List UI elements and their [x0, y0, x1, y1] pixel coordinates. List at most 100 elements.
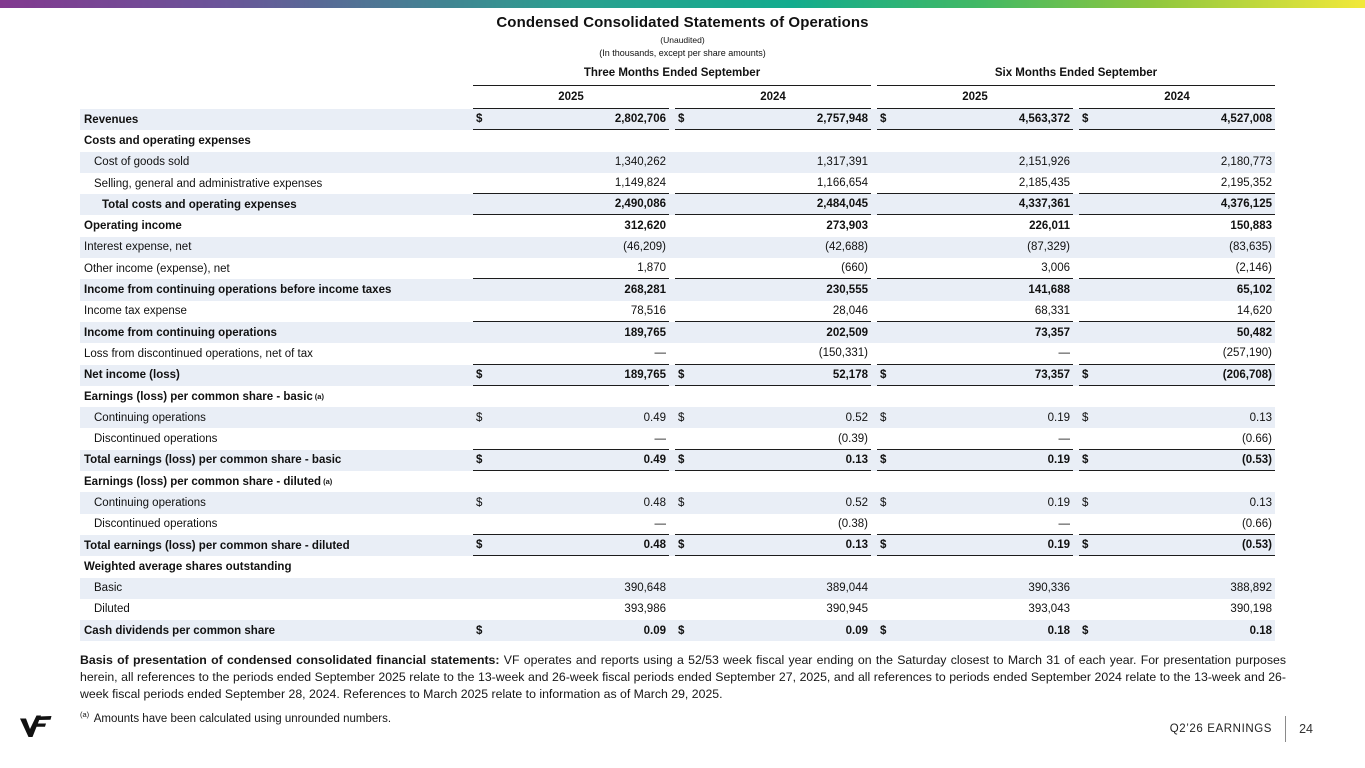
- row-label-text: Revenues: [84, 113, 139, 126]
- row-label-text: Cash dividends per common share: [84, 624, 276, 637]
- row-label: Cost of goods sold: [80, 152, 467, 173]
- value-cell: 28,046: [675, 301, 871, 322]
- value-cell: $0.18: [877, 620, 1073, 641]
- value-cell: [675, 386, 871, 407]
- value-cell: [877, 386, 1073, 407]
- table-row: Discontinued operations — (0.39) — (0.66): [80, 428, 1275, 450]
- cell-value: 268,281: [624, 284, 666, 297]
- cell-value: 230,555: [826, 284, 868, 297]
- value-cell: $0.19: [877, 535, 1073, 557]
- value-cell: 1,340,262: [473, 152, 669, 173]
- table-row: Income from continuing operations 189,765…: [80, 321, 1275, 344]
- dollar-sign: $: [678, 624, 685, 637]
- cell-value: 1,317,391: [816, 156, 868, 169]
- value-cell: 312,620: [473, 215, 669, 236]
- row-label-text: Costs and operating expenses: [84, 134, 251, 147]
- cell-value: —: [1058, 517, 1071, 530]
- dollar-sign: $: [1082, 453, 1089, 466]
- cell-value: 73,357: [1034, 368, 1070, 381]
- value-cell: 1,317,391: [675, 152, 871, 173]
- cell-value: 65,102: [1236, 284, 1272, 297]
- row-label-text: Income from continuing operations: [84, 326, 277, 339]
- row-label-text: Interest expense, net: [84, 241, 192, 254]
- cell-value: 388,892: [1230, 582, 1272, 595]
- value-cell: (660): [675, 258, 871, 280]
- value-cell: (0.66): [1079, 514, 1275, 535]
- footnote-text: Amounts have been calculated using unrou…: [91, 712, 392, 725]
- row-label: Cash dividends per common share: [80, 620, 467, 641]
- value-cell: (87,329): [877, 237, 1073, 258]
- row-label-text: Income tax expense: [84, 305, 187, 318]
- value-cell: 226,011: [877, 215, 1073, 236]
- value-cell: [1079, 130, 1275, 151]
- value-cell: $0.13: [675, 535, 871, 557]
- value-cell: 14,620: [1079, 301, 1275, 322]
- value-cell: $0.49: [473, 407, 669, 428]
- dollar-sign: $: [476, 453, 483, 466]
- cell-value: (206,708): [1222, 368, 1272, 381]
- basis-lead: Basis of presentation of condensed conso…: [80, 653, 500, 667]
- value-cell: 78,516: [473, 301, 669, 322]
- value-cell: 390,336: [877, 578, 1073, 599]
- value-cell: (46,209): [473, 237, 669, 258]
- value-cell: $0.09: [473, 620, 669, 641]
- value-cell: $ (206,708): [1079, 365, 1275, 386]
- cell-value: 0.13: [845, 539, 868, 552]
- cell-value: 52,178: [832, 368, 868, 381]
- cell-value: 0.19: [1047, 496, 1070, 509]
- subtitle-units: (In thousands, except per share amounts): [599, 48, 766, 58]
- value-cell: $ (0.53): [1079, 535, 1275, 557]
- table-header-groups: Three Months Ended September Six Months …: [80, 67, 1275, 86]
- value-cell: [877, 471, 1073, 492]
- value-cell: (150,331): [675, 343, 871, 365]
- row-label: Earnings (loss) per common share - basic…: [84, 390, 324, 403]
- value-cell: [1079, 386, 1275, 407]
- table-row: Continuing operations $0.49 $0.52 $0.19 $0.1…: [80, 407, 1275, 429]
- table-row: Other income (expense), net 1,870 (660) 3,0…: [80, 258, 1275, 280]
- cell-value: 1,166,654: [816, 177, 868, 190]
- value-cell: $0.19: [877, 492, 1073, 513]
- value-cell: $0.48: [473, 535, 669, 557]
- value-cell: $0.13: [1079, 492, 1275, 513]
- table-row: Continuing operations $0.48 $0.52 $0.19 $0.1…: [80, 492, 1275, 514]
- cell-value: 0.19: [1047, 539, 1070, 552]
- value-cell: 2,185,435: [877, 173, 1073, 195]
- value-cell: 2,490,086: [473, 194, 669, 216]
- dollar-sign: $: [1082, 539, 1089, 552]
- cell-value: 0.19: [1047, 411, 1070, 424]
- dollar-sign: $: [880, 368, 887, 381]
- dollar-sign: $: [678, 539, 685, 552]
- table-row: Earnings (loss) per common share - basic…: [80, 386, 1275, 407]
- value-cell: (0.66): [1079, 428, 1275, 450]
- row-label: Income tax expense: [80, 301, 467, 322]
- value-cell: —: [473, 343, 669, 365]
- value-cell: 1,166,654: [675, 173, 871, 195]
- dollar-sign: $: [678, 411, 685, 424]
- cell-value: 2,757,948: [816, 113, 868, 126]
- cell-value: 141,688: [1028, 284, 1070, 297]
- cell-value: 390,198: [1230, 603, 1272, 616]
- value-cell: (0.38): [675, 514, 871, 535]
- row-label-text: Total earnings (loss) per common share -…: [84, 539, 350, 552]
- value-cell: [1079, 471, 1275, 492]
- value-cell: $0.52: [675, 407, 871, 428]
- basis-paragraph: Basis of presentation of condensed conso…: [80, 652, 1286, 703]
- value-cell: 2,484,045: [675, 194, 871, 216]
- cell-value: 0.19: [1047, 453, 1070, 466]
- earnings-label: Q2’26 EARNINGS: [1169, 723, 1273, 735]
- value-cell: (257,190): [1079, 343, 1275, 365]
- cell-value: 78,516: [630, 304, 666, 317]
- cell-value: 1,870: [637, 262, 666, 275]
- cell-value: 1,340,262: [614, 156, 666, 169]
- cell-value: 3,006: [1041, 262, 1070, 275]
- table-row: Basic 390,648 389,044 390,336 388,892: [80, 577, 1275, 599]
- value-cell: $73,357: [877, 365, 1073, 386]
- table-row: Selling, general and administrative expe…: [80, 173, 1275, 195]
- value-cell: $52,178: [675, 365, 871, 386]
- value-cell: $0.52: [675, 492, 871, 513]
- cell-value: 189,765: [624, 326, 666, 339]
- value-cell: 73,357: [877, 322, 1073, 343]
- table-row: Interest expense, net (46,209) (42,688) (87…: [80, 236, 1275, 259]
- value-cell: 390,945: [675, 599, 871, 620]
- cell-value: (150,331): [818, 347, 868, 360]
